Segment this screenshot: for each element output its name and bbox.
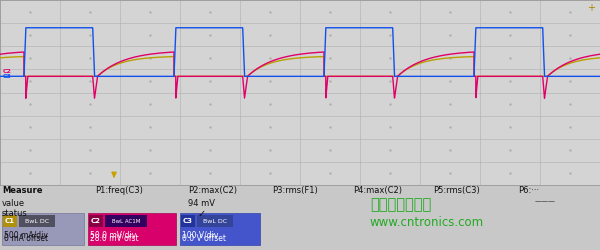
Text: value: value <box>2 199 25 208</box>
Text: BwL AC1M: BwL AC1M <box>112 219 140 224</box>
Text: status: status <box>2 209 28 218</box>
Text: BwL DC: BwL DC <box>25 219 49 224</box>
FancyBboxPatch shape <box>88 213 176 245</box>
Text: C1: C1 <box>5 218 15 224</box>
Text: 50.0 mV/div: 50.0 mV/div <box>90 230 136 239</box>
Text: 100 V/div: 100 V/div <box>182 230 218 239</box>
FancyBboxPatch shape <box>3 216 17 227</box>
FancyBboxPatch shape <box>181 216 195 227</box>
Text: P5:rms(C3): P5:rms(C3) <box>433 186 480 195</box>
FancyBboxPatch shape <box>105 216 147 227</box>
FancyBboxPatch shape <box>197 216 233 227</box>
Text: +: + <box>587 4 595 14</box>
FancyBboxPatch shape <box>89 216 103 227</box>
Text: 500 mA/div: 500 mA/div <box>4 230 48 239</box>
Text: P1:freq(C3): P1:freq(C3) <box>95 186 143 195</box>
Text: ✓: ✓ <box>198 209 206 219</box>
Text: Measure: Measure <box>2 186 43 195</box>
Text: 0.0 V offset: 0.0 V offset <box>182 234 226 243</box>
Text: ———: ——— <box>535 199 556 205</box>
Text: P2:max(C2): P2:max(C2) <box>188 186 237 195</box>
Text: P3:rms(F1): P3:rms(F1) <box>272 186 318 195</box>
Text: C2: C2 <box>3 69 12 74</box>
Text: 28.0 mV ofst: 28.0 mV ofst <box>90 234 139 243</box>
FancyBboxPatch shape <box>180 213 260 245</box>
Text: P4:max(C2): P4:max(C2) <box>353 186 402 195</box>
Text: C3: C3 <box>3 74 12 79</box>
FancyBboxPatch shape <box>2 213 84 245</box>
Text: C3: C3 <box>183 218 193 224</box>
Text: BwL DC: BwL DC <box>203 219 227 224</box>
Text: 电子元件技术网: 电子元件技术网 <box>370 198 431 213</box>
Text: www.cntronics.com: www.cntronics.com <box>370 216 484 230</box>
FancyBboxPatch shape <box>19 216 55 227</box>
Text: P6:···: P6:··· <box>518 186 539 195</box>
Text: 0 mA offset: 0 mA offset <box>4 234 48 243</box>
Text: C2: C2 <box>91 218 101 224</box>
Text: 94 mV: 94 mV <box>188 199 215 208</box>
